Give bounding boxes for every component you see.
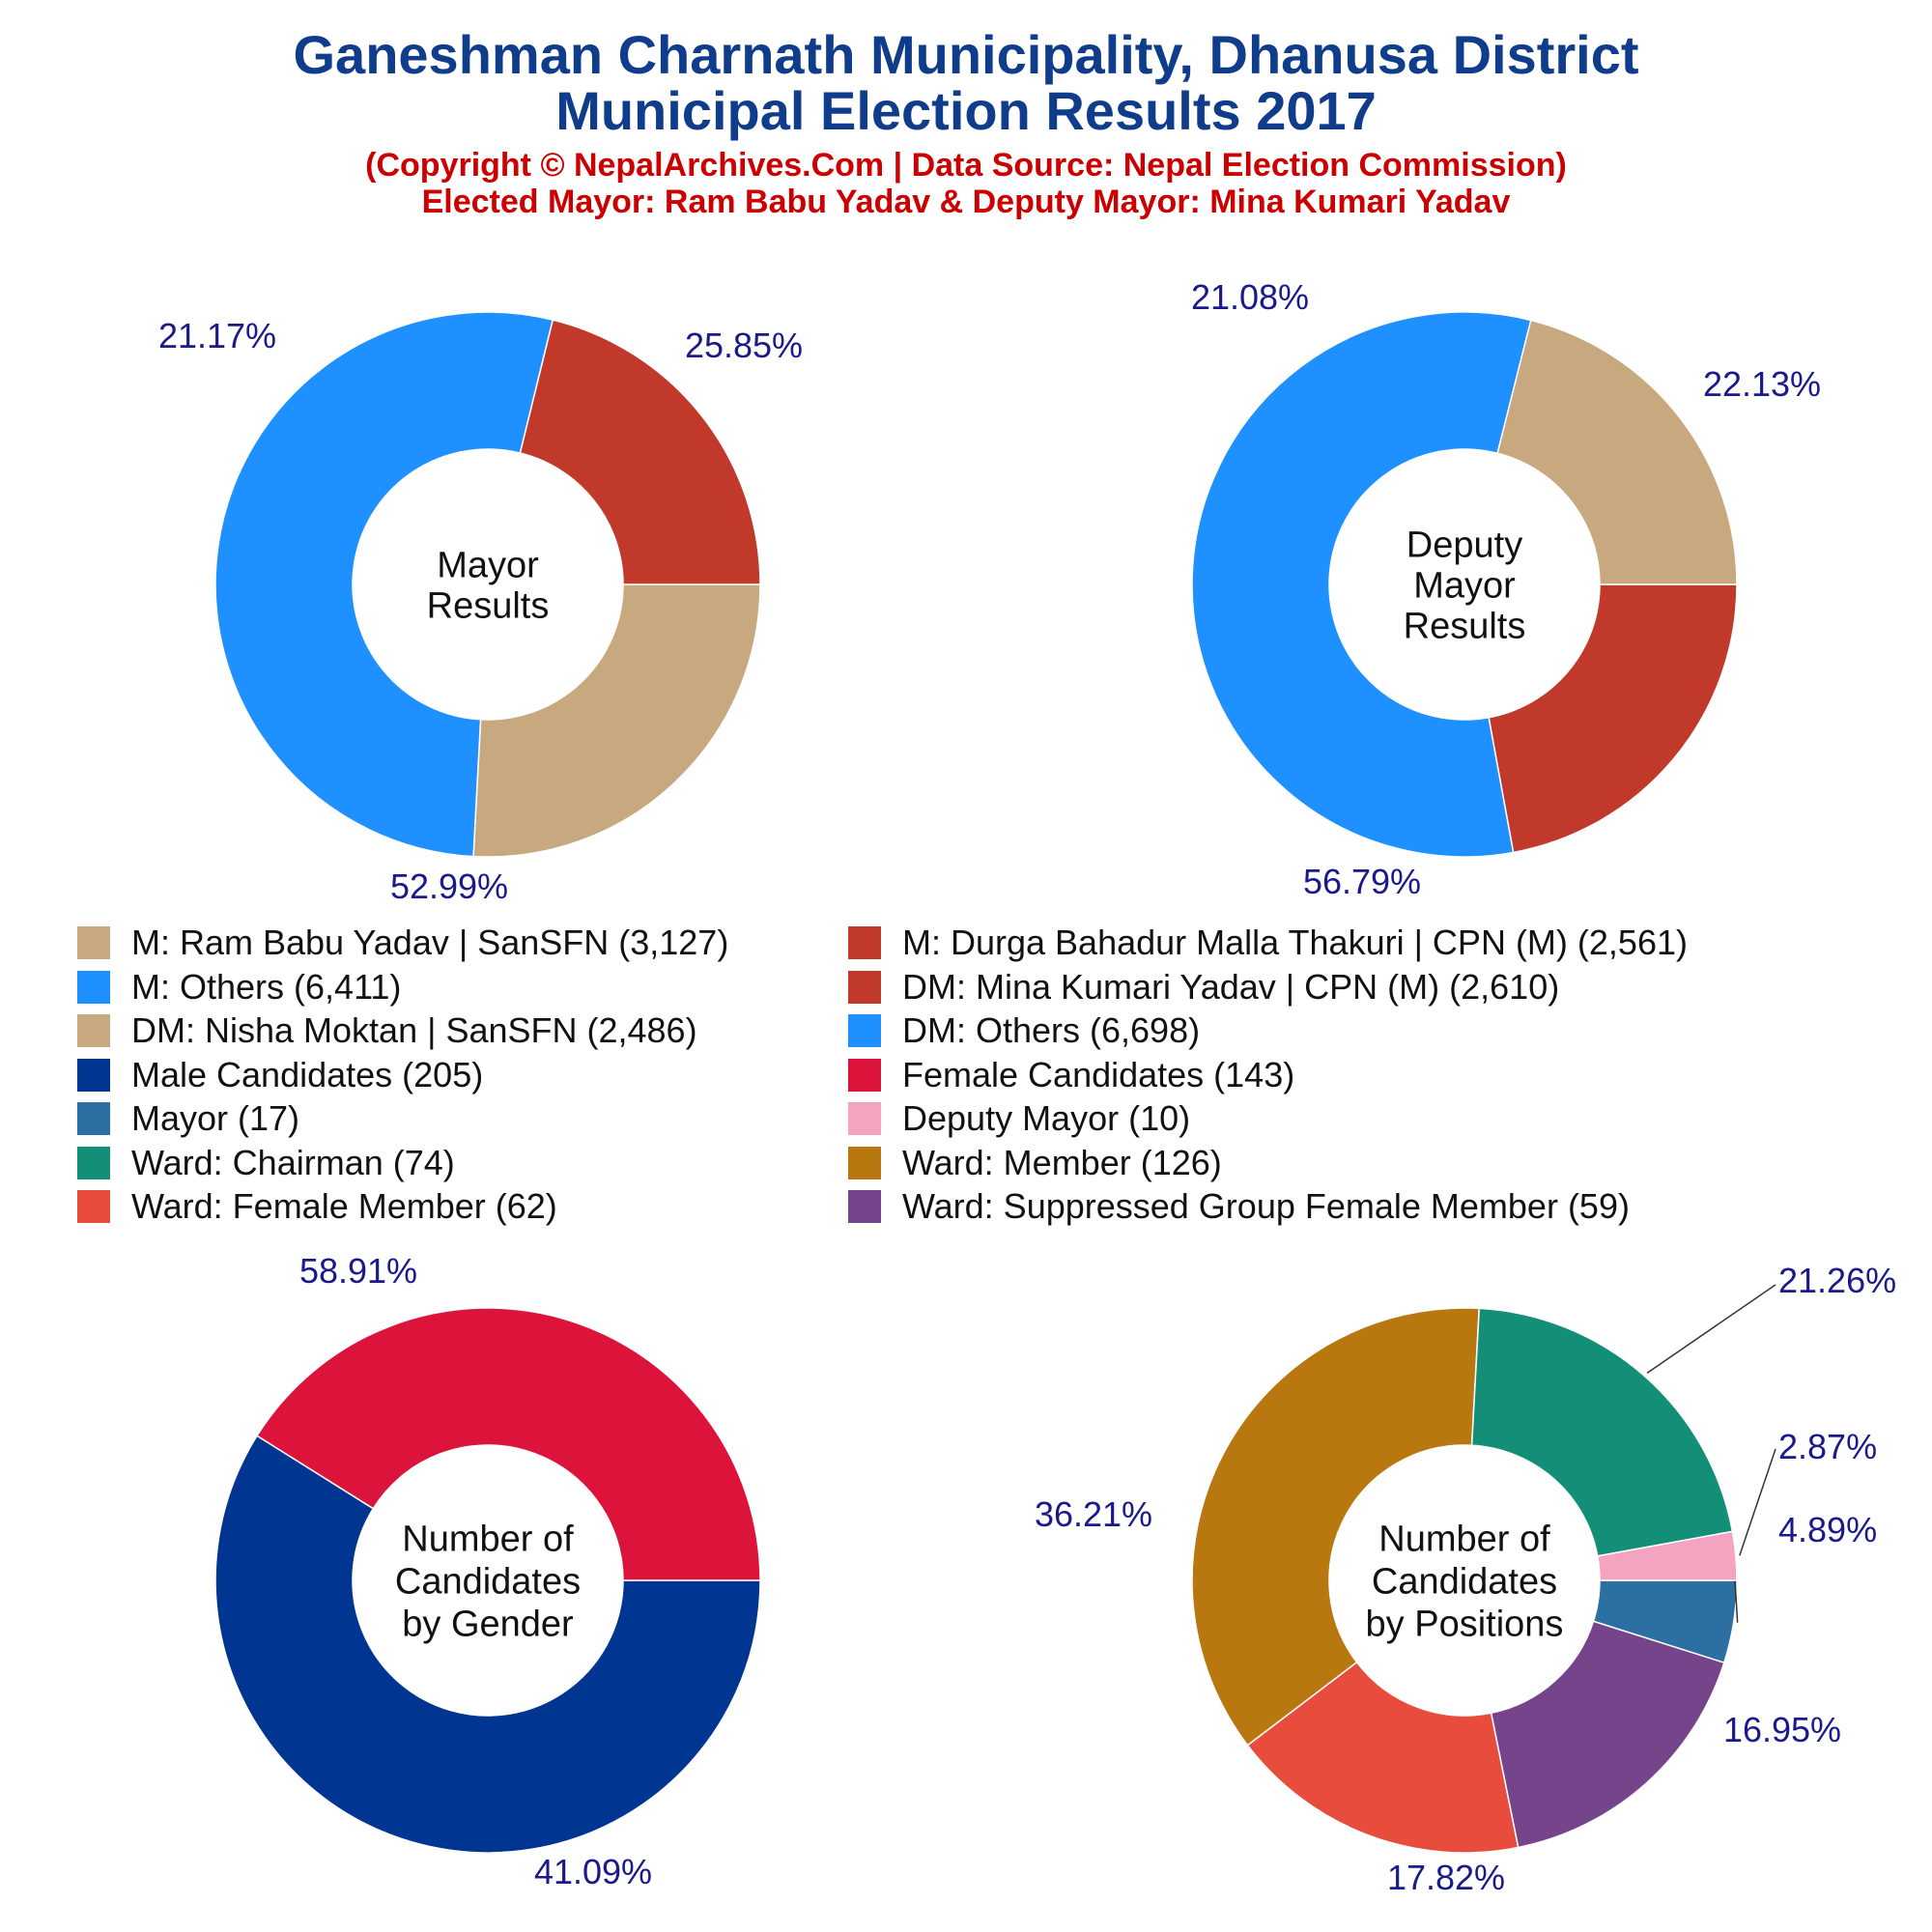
subtitle-copyright: (Copyright © NepalArchives.Com | Data So… [365,147,1567,184]
slice-percent-label: 16.95% [1723,1710,1841,1749]
donut-center-label: Number of [1378,1519,1550,1559]
slice-percent-label: 41.09% [534,1852,652,1891]
slice-percent-label: 21.17% [158,316,276,355]
slice-percent-label: 21.08% [1191,277,1309,317]
slice-percent-label: 4.89% [1778,1510,1877,1549]
donut-slice [1470,1307,1734,1557]
donut-slice [1488,583,1738,854]
donut-slice [1490,1620,1725,1849]
slice-percent-label: 58.91% [299,1251,417,1291]
donut-slice [519,319,761,585]
donut-slice [1596,1530,1738,1581]
leader-line [1739,1448,1776,1556]
slice-percent-label: 25.85% [685,326,803,365]
slice-percent-label: 17.82% [1387,1858,1505,1897]
donut-center-label: Candidates [1372,1561,1557,1602]
slice-percent-label: 36.21% [1035,1494,1152,1534]
donut-center-label: by Positions [1366,1604,1564,1644]
donut-center-label: Number of [402,1519,574,1559]
slice-percent-label: 2.87% [1778,1427,1877,1466]
donut-slice [255,1307,761,1581]
subtitle-elected: Elected Mayor: Ram Babu Yadav & Deputy M… [421,184,1511,220]
donut-slice [1496,319,1738,585]
slice-percent-label: 56.79% [1303,862,1421,901]
donut-center-label: Mayor [1413,565,1516,606]
leader-line [1646,1284,1776,1375]
donut-slice [1191,311,1532,858]
donut-slice [214,1435,761,1854]
slice-percent-label: 21.26% [1778,1261,1896,1300]
donut-center-label: Results [427,585,550,626]
donut-center-label: Results [1404,606,1526,646]
donut-center-label: Candidates [395,1561,581,1602]
donut-center-label: Deputy [1406,525,1522,565]
chart-title-line2: Municipal Election Results 2017 [555,80,1377,141]
slice-percent-label: 52.99% [390,867,508,906]
donut-slice [1246,1661,1520,1854]
donut-slice [1191,1307,1481,1747]
donut-slice [214,311,554,858]
donut-center-label: by Gender [402,1604,574,1644]
donut-slice [472,583,761,858]
donut-center-label: Mayor [437,545,539,585]
chart-title-line1: Ganeshman Charnath Municipality, Dhanusa… [293,24,1639,85]
slice-percent-label: 22.13% [1703,364,1821,404]
